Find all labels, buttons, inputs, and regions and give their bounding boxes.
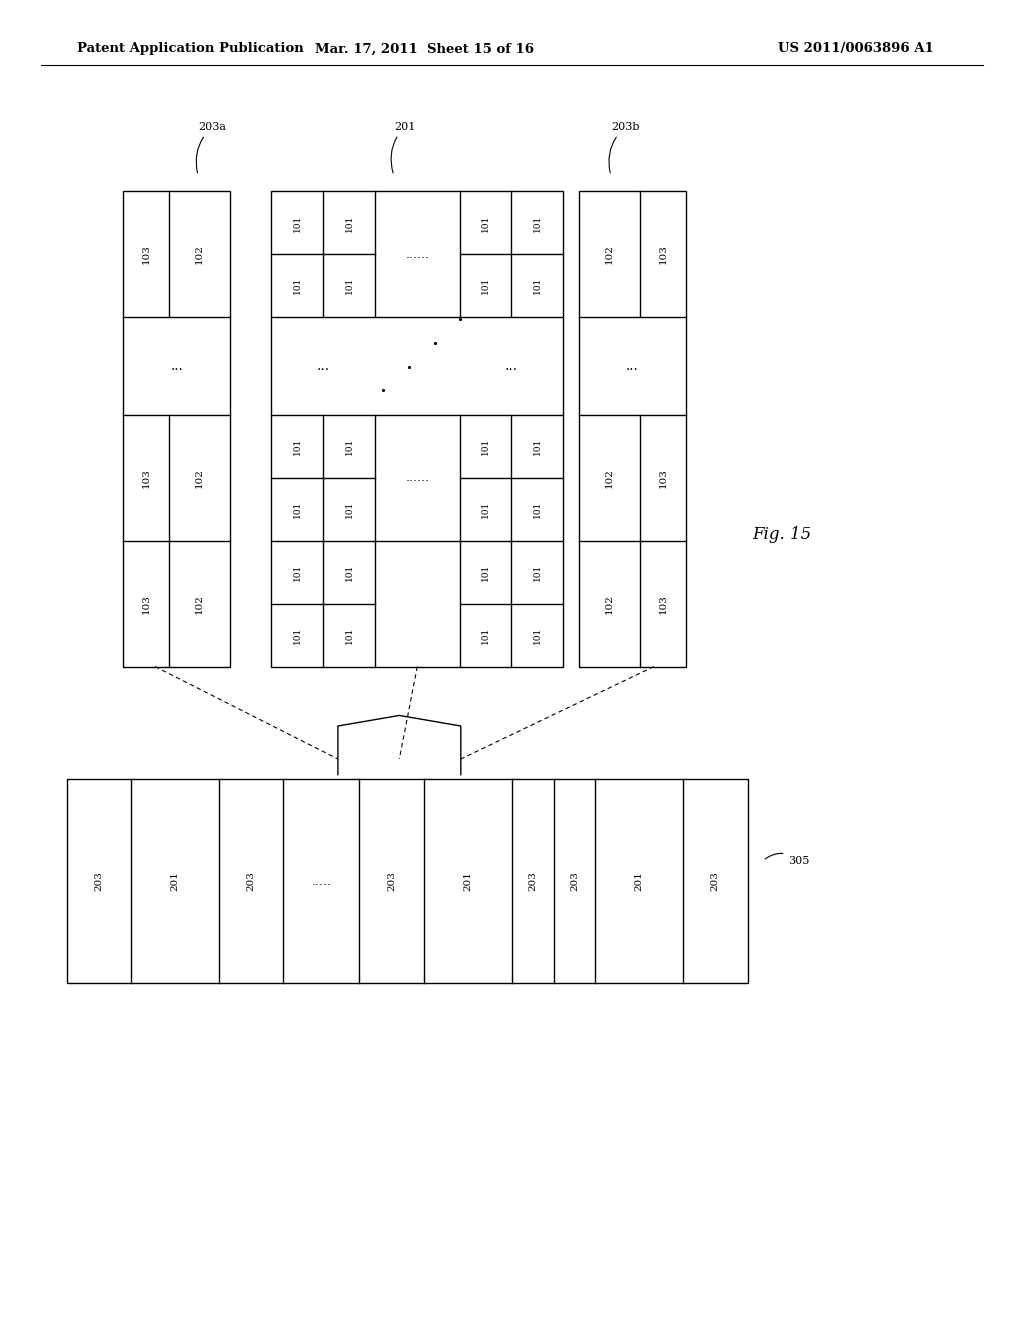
Text: 101: 101 (293, 627, 302, 644)
Text: 101: 101 (293, 564, 302, 581)
Text: .....: ..... (311, 875, 332, 887)
Text: 101: 101 (481, 500, 490, 517)
Text: 102: 102 (605, 467, 613, 487)
Text: 102: 102 (196, 244, 204, 264)
Text: 203: 203 (387, 871, 396, 891)
Text: 102: 102 (605, 594, 613, 614)
Text: 101: 101 (532, 438, 542, 455)
Text: ...: ... (626, 359, 639, 374)
Text: 203b: 203b (609, 121, 639, 173)
Text: 101: 101 (481, 277, 490, 294)
Bar (271, 191, 563, 667)
Text: 201: 201 (170, 871, 179, 891)
Text: 101: 101 (293, 214, 302, 231)
Text: ...: ... (170, 359, 183, 374)
Text: 203: 203 (570, 871, 579, 891)
Text: 103: 103 (141, 467, 151, 487)
Text: Fig. 15: Fig. 15 (753, 527, 812, 543)
Text: 101: 101 (481, 564, 490, 581)
Text: 101: 101 (344, 564, 353, 581)
Text: 103: 103 (658, 467, 668, 487)
Text: 101: 101 (293, 438, 302, 455)
Text: 101: 101 (293, 500, 302, 517)
Text: 101: 101 (532, 627, 542, 644)
Text: 101: 101 (344, 500, 353, 517)
Text: 203: 203 (711, 871, 720, 891)
Text: 103: 103 (658, 244, 668, 264)
Text: 102: 102 (196, 467, 204, 487)
Text: 101: 101 (344, 438, 353, 455)
Text: ......: ...... (406, 248, 429, 261)
Bar (579, 191, 686, 667)
Text: 305: 305 (765, 854, 810, 866)
Text: 101: 101 (532, 500, 542, 517)
Text: 103: 103 (141, 244, 151, 264)
Text: 201: 201 (464, 871, 472, 891)
Text: 101: 101 (481, 214, 490, 231)
Text: ...: ... (505, 359, 518, 374)
Text: Mar. 17, 2011  Sheet 15 of 16: Mar. 17, 2011 Sheet 15 of 16 (315, 42, 535, 55)
Text: Patent Application Publication: Patent Application Publication (77, 42, 303, 55)
Text: 101: 101 (532, 214, 542, 231)
Text: 102: 102 (605, 244, 613, 264)
Text: 201: 201 (391, 121, 416, 173)
Text: 101: 101 (532, 277, 542, 294)
Bar (123, 191, 230, 667)
Text: 103: 103 (658, 594, 668, 614)
Text: 101: 101 (532, 564, 542, 581)
Bar (67, 779, 748, 983)
Text: 103: 103 (141, 594, 151, 614)
Text: 101: 101 (481, 627, 490, 644)
Text: 102: 102 (196, 594, 204, 614)
Text: 203a: 203a (197, 121, 226, 173)
Text: 101: 101 (293, 277, 302, 294)
Text: 101: 101 (481, 438, 490, 455)
Text: 203: 203 (528, 871, 537, 891)
Text: 101: 101 (344, 277, 353, 294)
Text: ...: ... (316, 359, 330, 374)
Text: 101: 101 (344, 214, 353, 231)
Text: 203: 203 (94, 871, 103, 891)
Text: ......: ...... (406, 471, 429, 484)
Text: 101: 101 (344, 627, 353, 644)
Text: 201: 201 (635, 871, 644, 891)
Text: 203: 203 (247, 871, 256, 891)
Text: US 2011/0063896 A1: US 2011/0063896 A1 (778, 42, 934, 55)
